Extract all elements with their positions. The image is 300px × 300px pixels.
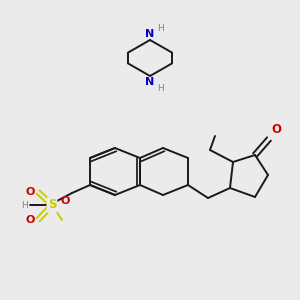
Text: O: O <box>26 215 35 225</box>
Text: O: O <box>26 187 35 197</box>
Text: H: H <box>157 84 164 93</box>
Text: O: O <box>271 123 281 136</box>
Text: N: N <box>146 29 154 39</box>
Text: N: N <box>146 77 154 87</box>
Text: S: S <box>48 199 56 212</box>
Text: H: H <box>21 200 28 209</box>
Text: O: O <box>61 196 70 206</box>
Text: H: H <box>157 24 164 33</box>
